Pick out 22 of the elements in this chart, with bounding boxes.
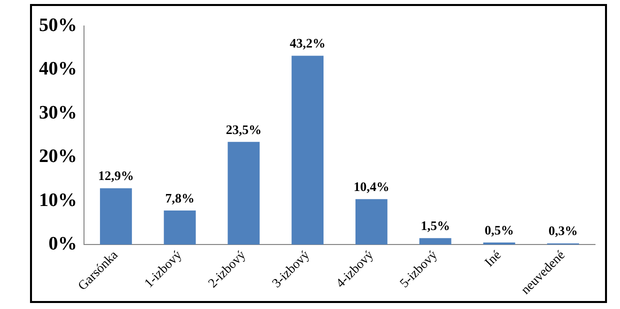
data-label: 0,3% xyxy=(548,223,578,238)
y-tick-label: 10% xyxy=(39,190,77,211)
data-label: 43,2% xyxy=(290,36,326,51)
data-label: 7,8% xyxy=(165,190,194,206)
data-label: 12,9% xyxy=(98,168,134,184)
bar xyxy=(292,56,324,245)
bar xyxy=(164,210,196,245)
bar xyxy=(100,188,132,245)
data-label: 10,4% xyxy=(354,179,390,194)
y-tick-label: 30% xyxy=(39,102,77,124)
data-label: 0,5% xyxy=(484,222,514,238)
data-label: 1,5% xyxy=(420,218,450,233)
y-tick-label: 0% xyxy=(48,234,77,255)
bar xyxy=(228,142,260,245)
bar xyxy=(419,238,452,245)
y-tick-label: 20% xyxy=(39,146,77,168)
bar xyxy=(483,242,516,245)
bar xyxy=(355,199,388,245)
y-tick-label: 50% xyxy=(39,14,77,36)
x-tick-label: Iné xyxy=(481,246,504,270)
y-tick-label: 40% xyxy=(39,58,77,80)
data-label: 23,5% xyxy=(226,122,262,137)
